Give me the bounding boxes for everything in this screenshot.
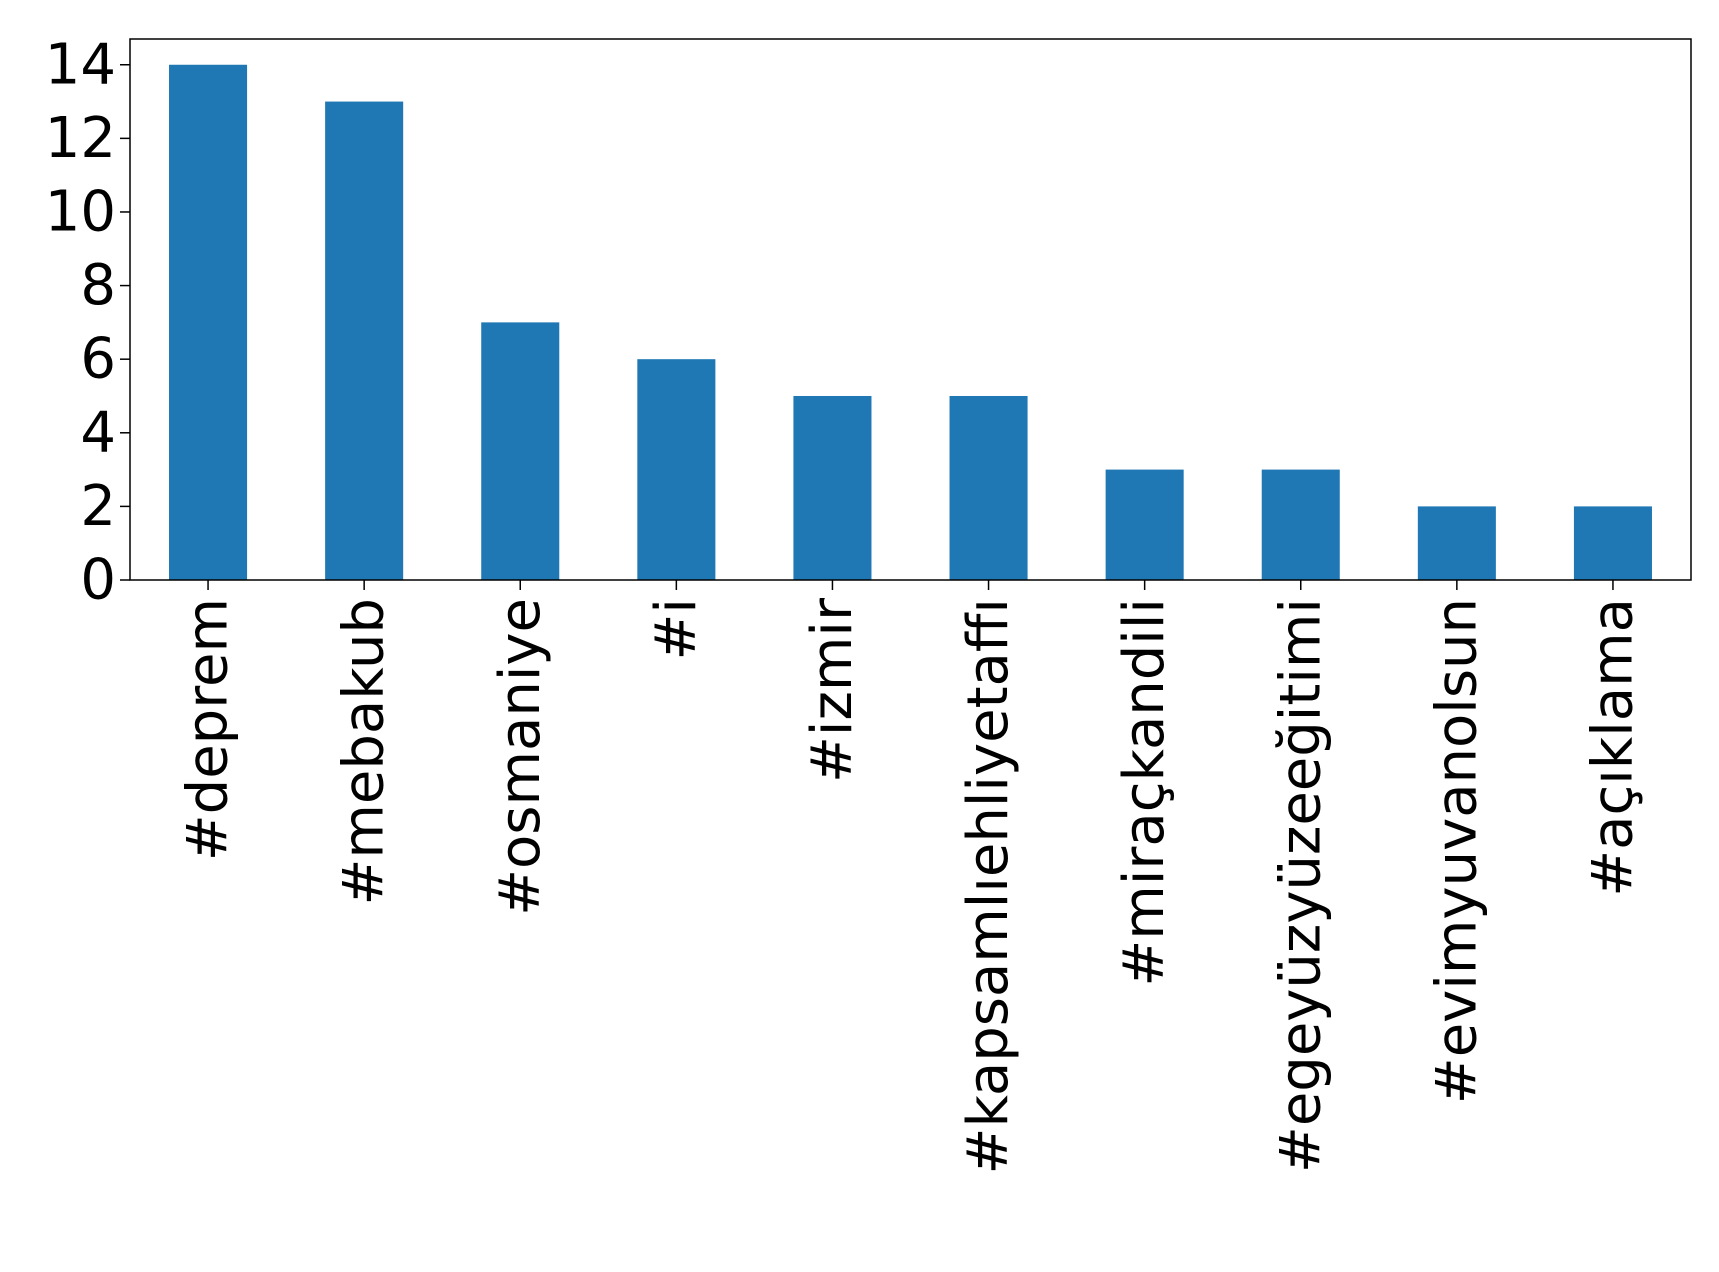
x-tick-label: #mebakub (332, 598, 397, 906)
y-tick-label: 0 (80, 548, 116, 613)
bar-4 (793, 395, 872, 580)
x-tick-label: #i (644, 598, 709, 660)
x-axis: #deprem #mebakub #osmaniye #i #izmir #kapsaml… (176, 580, 1645, 1174)
x-tick-label: #egeyüzyüzeeğitimi (1268, 598, 1333, 1173)
bar-2 (481, 322, 560, 580)
y-tick-label: 14 (45, 32, 116, 97)
x-tick-label: #miraçkandili (1112, 598, 1177, 987)
x-tick-label: #evimyuvanolsun (1424, 598, 1489, 1104)
bars-group (169, 64, 1652, 580)
y-tick-label: 4 (80, 400, 116, 465)
x-tick-label: #deprem (176, 598, 241, 861)
y-tick-label: 8 (80, 253, 116, 318)
bar-8 (1417, 506, 1496, 580)
bar-5 (949, 395, 1028, 580)
bar-1 (325, 101, 404, 580)
bar-7 (1261, 469, 1340, 580)
bar-9 (1573, 506, 1652, 580)
y-axis: 0 2 4 6 8 10 12 14 (45, 32, 130, 613)
y-tick-label: 12 (45, 106, 116, 171)
y-tick-label: 10 (45, 179, 116, 244)
bar-3 (637, 359, 716, 580)
bar-0 (169, 64, 248, 580)
bar-6 (1105, 469, 1184, 580)
y-tick-label: 2 (80, 474, 116, 539)
x-tick-label: #kapsamlıehliyetaffı (956, 598, 1021, 1174)
x-tick-label: #osmaniye (488, 598, 553, 916)
x-tick-label: #izmir (800, 597, 865, 783)
x-tick-label: #açıklama (1580, 598, 1645, 897)
y-tick-label: 6 (80, 327, 116, 392)
plot-frame (129, 38, 1692, 581)
